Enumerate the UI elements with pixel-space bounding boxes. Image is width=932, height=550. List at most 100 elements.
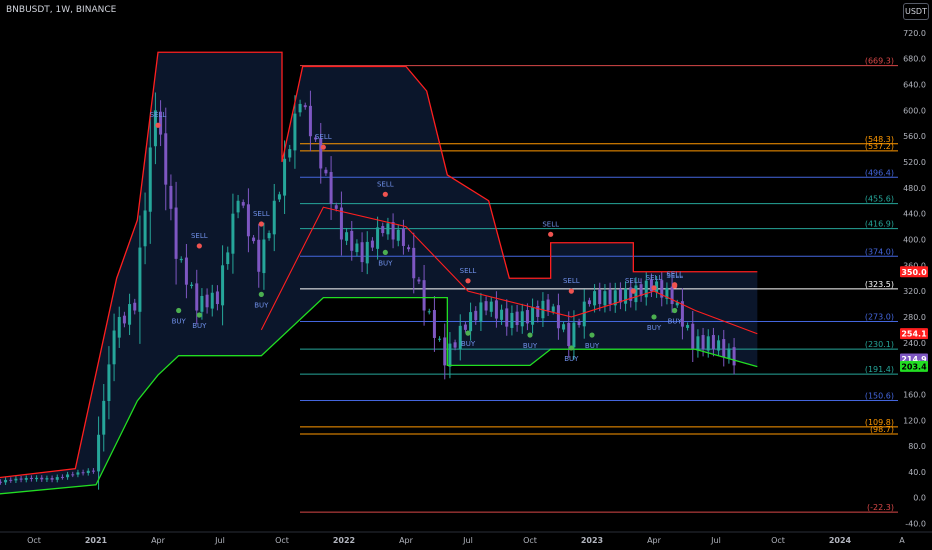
sell-label: SELL xyxy=(542,220,559,228)
y-tick-label: 560.0 xyxy=(903,132,926,141)
price-badge-label: 203.4 xyxy=(901,362,927,371)
level-label: (109.8) xyxy=(865,418,894,427)
buy-label: BUY xyxy=(564,355,579,363)
candle-body xyxy=(432,310,436,338)
candle-body xyxy=(205,294,209,308)
candle-body xyxy=(128,304,132,325)
level-label: (548.3) xyxy=(865,135,894,144)
candle-body xyxy=(510,312,514,328)
candle-body xyxy=(613,290,617,306)
candle-body xyxy=(45,478,49,480)
buy-label: BUY xyxy=(523,342,538,350)
candle-body xyxy=(500,309,504,320)
candle-body xyxy=(314,137,318,140)
currency-button[interactable]: USDT xyxy=(903,3,929,20)
x-tick-label: Jul xyxy=(214,536,225,545)
candle-body xyxy=(536,305,540,317)
candle-body xyxy=(350,230,354,251)
candle-body xyxy=(24,478,28,480)
candle-body xyxy=(546,299,550,311)
candle-body xyxy=(360,242,364,263)
candle-body xyxy=(644,280,648,298)
y-tick-label: 440.0 xyxy=(903,210,926,219)
candle-body xyxy=(396,229,400,241)
candle-body xyxy=(711,335,715,350)
sell-label: SELL xyxy=(191,232,208,240)
candle-body xyxy=(200,295,204,312)
sell-label: SELL xyxy=(666,272,683,280)
candle-body xyxy=(556,305,560,329)
candle-body xyxy=(412,247,416,279)
price-badge-label: 214.9 xyxy=(901,355,927,364)
candle-body xyxy=(572,322,576,348)
x-tick-label: 2021 xyxy=(85,536,108,545)
candle-body xyxy=(184,257,188,285)
candle-body xyxy=(303,105,307,108)
candle-body xyxy=(696,336,700,351)
candle-body xyxy=(329,172,333,204)
y-tick-label: 680.0 xyxy=(903,55,926,64)
x-tick-label: Apr xyxy=(399,536,414,545)
candle-body xyxy=(210,292,214,309)
candle-body xyxy=(587,300,591,305)
buy-label: BUY xyxy=(254,301,269,309)
buy-label: BUY xyxy=(647,324,662,332)
candle-body xyxy=(608,289,612,305)
candle-body xyxy=(236,200,240,213)
y-tick-label: 520.0 xyxy=(903,158,926,167)
candle-body xyxy=(562,324,566,330)
candle-body xyxy=(515,311,519,326)
candle-body xyxy=(153,110,157,147)
level-label: (455.6) xyxy=(865,195,894,204)
candle-body xyxy=(391,222,395,240)
sell-marker xyxy=(382,191,388,197)
sell-label: SELL xyxy=(646,274,663,282)
candle-body xyxy=(324,169,328,174)
x-tick-label: Jul xyxy=(710,536,721,545)
candle-body xyxy=(174,207,178,259)
candle-body xyxy=(138,247,142,312)
candle-body xyxy=(407,247,411,250)
candle-body xyxy=(551,306,555,312)
candle-body xyxy=(159,111,163,135)
level-label: (98.7) xyxy=(870,425,894,434)
y-tick-label: 480.0 xyxy=(903,184,926,193)
x-tick-label: Oct xyxy=(27,536,41,545)
y-tick-label: 0.0 xyxy=(913,494,926,503)
level-label: (416.9) xyxy=(865,220,894,229)
level-label: (669.3) xyxy=(865,57,894,66)
candle-body xyxy=(660,280,664,298)
candle-body xyxy=(665,287,669,299)
candle-body xyxy=(717,340,721,351)
candle-body xyxy=(582,301,586,327)
sell-marker xyxy=(630,288,636,294)
x-tick-label: Oct xyxy=(771,536,785,545)
sell-label: SELL xyxy=(625,277,642,285)
candle-body xyxy=(479,302,483,322)
x-tick-label: Apr xyxy=(151,536,166,545)
candle-body xyxy=(370,240,374,248)
candle-body xyxy=(686,325,690,328)
candle-body xyxy=(76,472,80,475)
candle-body xyxy=(71,474,75,476)
candle-body xyxy=(252,237,256,242)
candle-body xyxy=(624,288,628,304)
candle-body xyxy=(593,291,597,306)
candle-body xyxy=(365,241,369,264)
sell-marker xyxy=(568,288,574,294)
buy-marker xyxy=(382,249,388,256)
candle-body xyxy=(298,103,302,113)
y-tick-label: 120.0 xyxy=(903,416,926,425)
candle-body xyxy=(66,474,70,478)
lower-band-line xyxy=(0,296,758,495)
y-tick-label: 320.0 xyxy=(903,287,926,296)
candle-body xyxy=(448,343,452,367)
x-tick-label: Apr xyxy=(647,536,662,545)
sell-marker xyxy=(320,144,326,150)
candle-body xyxy=(334,205,338,209)
candle-body xyxy=(50,478,54,480)
candle-body xyxy=(505,308,509,327)
price-badge xyxy=(900,360,928,372)
candle-body xyxy=(107,364,111,402)
